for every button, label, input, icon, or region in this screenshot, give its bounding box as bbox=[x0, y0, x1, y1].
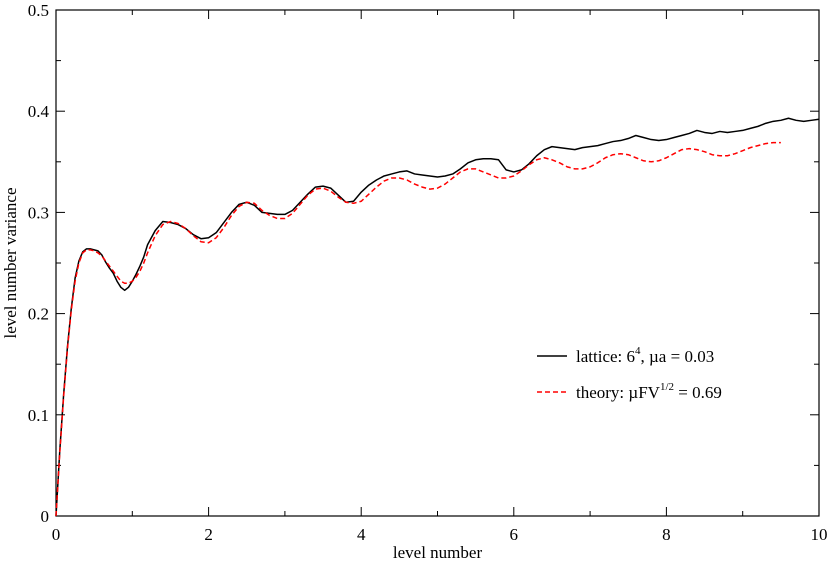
legend-theory-sup: 1/2 bbox=[660, 381, 674, 393]
x-tick-label: 0 bbox=[52, 525, 61, 544]
y-axis-label: level number variance bbox=[1, 187, 20, 338]
legend-lattice-text-1: lattice: 6 bbox=[576, 347, 635, 366]
legend-theory-text-2: = 0.69 bbox=[674, 383, 722, 402]
x-tick-label: 4 bbox=[357, 525, 366, 544]
legend-label-theory: theory: µFV1/2 = 0.69 bbox=[576, 381, 722, 402]
y-tick-label: 0.5 bbox=[28, 1, 49, 20]
y-tick-label: 0 bbox=[41, 507, 50, 526]
legend-lattice-text-2: , µa = 0.03 bbox=[641, 347, 715, 366]
y-tick-label: 0.2 bbox=[28, 305, 49, 324]
y-tick-label: 0.4 bbox=[28, 102, 50, 121]
y-tick-label: 0.3 bbox=[28, 203, 49, 222]
y-tick-label: 0.1 bbox=[28, 406, 49, 425]
legend-theory-text-1: theory: µFV bbox=[576, 383, 661, 402]
plot-frame bbox=[55, 9, 820, 517]
x-tick-label: 8 bbox=[662, 525, 671, 544]
series-line-lattice bbox=[55, 117, 820, 517]
legend-label-lattice: lattice: 64, µa = 0.03 bbox=[576, 345, 714, 366]
legend-lattice-sup: 4 bbox=[635, 345, 641, 357]
legend: lattice: 64, µa = 0.03 theory: µFV1/2 = … bbox=[537, 345, 722, 402]
ticks bbox=[55, 9, 820, 517]
tick-labels: 0 2 4 6 8 10 0 0.1 0.2 0.3 0.4 0.5 bbox=[28, 1, 828, 544]
x-tick-label: 2 bbox=[204, 525, 213, 544]
x-tick-label: 6 bbox=[510, 525, 519, 544]
series-line-theory bbox=[55, 141, 781, 517]
x-axis-label: level number bbox=[393, 543, 483, 562]
series-lines bbox=[55, 117, 820, 517]
x-tick-label: 10 bbox=[811, 525, 828, 544]
